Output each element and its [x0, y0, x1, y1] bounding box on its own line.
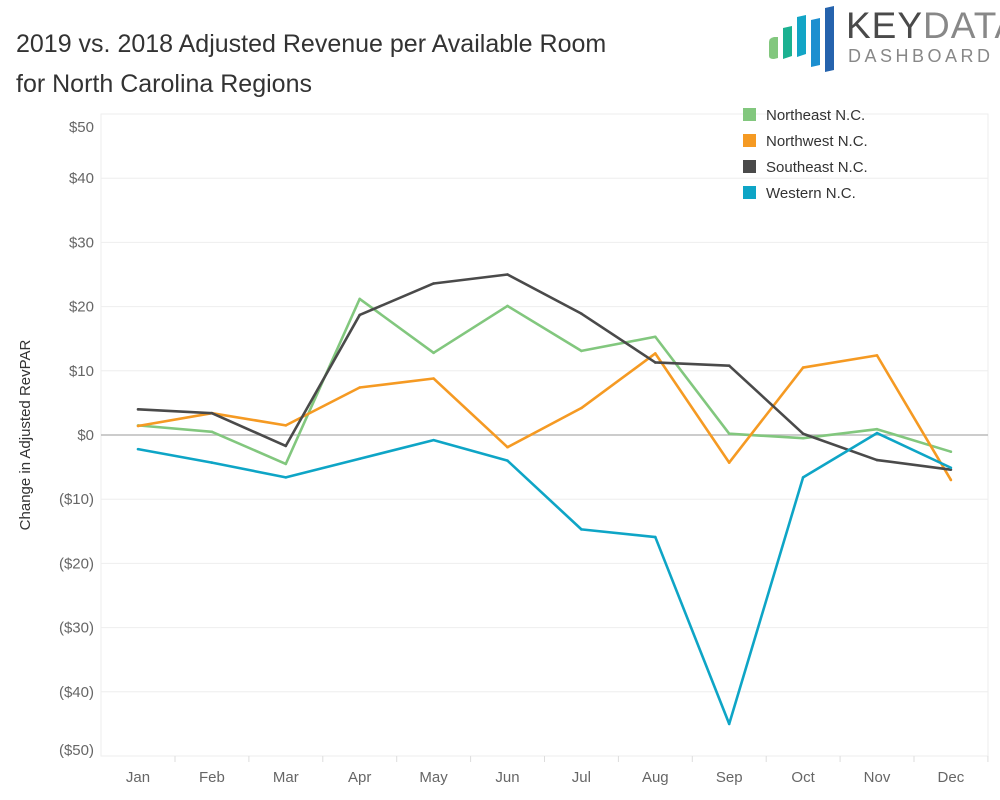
data-point	[432, 377, 435, 380]
data-point	[506, 273, 509, 276]
y-tick-label: $0	[77, 427, 94, 444]
data-point	[136, 447, 140, 451]
logo: KEYDATA™ DASHBOARD	[766, 4, 1000, 72]
data-point	[580, 312, 583, 315]
data-point	[949, 466, 953, 470]
legend-swatch	[743, 186, 756, 199]
data-point	[949, 468, 953, 471]
data-point	[358, 457, 362, 461]
logo-key: KEY	[846, 5, 924, 46]
data-point	[875, 427, 879, 431]
data-point	[210, 411, 214, 415]
y-tick-label: $10	[69, 363, 94, 380]
data-point	[136, 424, 140, 428]
series-line-northeast-n-c-	[137, 297, 952, 466]
data-point	[727, 364, 731, 367]
x-tick-label: Mar	[273, 769, 299, 786]
series-line-southeast-n-c-	[137, 273, 952, 471]
data-point	[727, 432, 731, 436]
x-tick-label: Jun	[495, 769, 519, 786]
data-point	[875, 354, 879, 357]
data-point	[949, 478, 953, 482]
logo-dashboard: DASHBOARD	[848, 46, 994, 66]
legend-swatch	[743, 160, 756, 173]
y-tick-label: $40	[69, 170, 94, 187]
data-point	[654, 535, 657, 539]
y-tick-label: $30	[69, 234, 94, 251]
y-tick-label: $50	[69, 119, 94, 136]
legend-label: Southeast N.C.	[766, 159, 868, 176]
data-point	[801, 366, 805, 369]
data-point	[801, 476, 805, 479]
x-tick-label: Dec	[938, 769, 965, 786]
data-point	[654, 352, 657, 355]
y-tick-label: ($30)	[59, 620, 94, 637]
legend-label: Northwest N.C.	[766, 133, 868, 150]
chart-title: 2019 vs. 2018 Adjusted Revenue per Avail…	[16, 24, 606, 104]
data-point	[875, 458, 879, 462]
legend-swatch	[743, 134, 756, 147]
data-point	[801, 432, 805, 436]
y-tick-label: $20	[69, 299, 94, 316]
legend-swatch	[743, 108, 756, 121]
legend-label: Northeast N.C.	[766, 107, 865, 124]
y-tick-label: ($50)	[59, 742, 94, 759]
data-point	[358, 313, 362, 317]
data-point	[875, 431, 879, 435]
data-point	[210, 430, 214, 434]
data-point	[506, 304, 509, 308]
data-point	[358, 297, 362, 301]
data-point	[654, 361, 657, 364]
data-point	[506, 459, 509, 462]
data-point	[432, 282, 435, 285]
data-point	[580, 349, 583, 353]
x-tick-label: Apr	[348, 769, 371, 786]
data-point	[432, 438, 435, 442]
data-point	[284, 424, 288, 427]
logo-bars-icon	[769, 6, 834, 72]
data-point	[210, 461, 214, 464]
x-tick-label: Sep	[716, 769, 743, 786]
data-point	[432, 351, 435, 355]
title-line-2: for North Carolina Regions	[16, 70, 312, 98]
series-line-northwest-n-c-	[137, 352, 953, 481]
data-point	[284, 462, 288, 466]
x-tick-label: May	[419, 769, 448, 786]
title-line-1: 2019 vs. 2018 Adjusted Revenue per Avail…	[16, 30, 607, 58]
x-tick-label: Feb	[199, 769, 225, 786]
legend-label: Western N.C.	[766, 185, 856, 202]
x-tick-label: Jan	[126, 769, 150, 786]
data-point	[801, 436, 805, 440]
data-point	[136, 408, 140, 411]
data-point	[727, 461, 731, 464]
y-tick-label: ($20)	[59, 555, 94, 572]
x-tick-label: Jul	[572, 769, 591, 786]
logo-data: DATA	[923, 5, 1000, 46]
series-line-western-n-c-	[137, 431, 952, 726]
x-tick-label: Nov	[864, 769, 891, 786]
data-point	[284, 476, 288, 479]
data-point	[654, 335, 657, 339]
x-tick-label: Oct	[791, 769, 815, 786]
y-axis-label: Change in Adjusted RevPAR	[17, 339, 34, 530]
data-point	[727, 722, 731, 726]
y-tick-label: ($10)	[59, 491, 94, 508]
y-tick-label: ($40)	[59, 684, 94, 701]
data-point	[358, 386, 362, 389]
data-point	[284, 444, 288, 448]
data-point	[580, 406, 583, 410]
data-point	[506, 445, 509, 449]
x-tick-label: Aug	[642, 769, 669, 786]
data-point	[949, 450, 953, 453]
data-point	[580, 528, 583, 531]
